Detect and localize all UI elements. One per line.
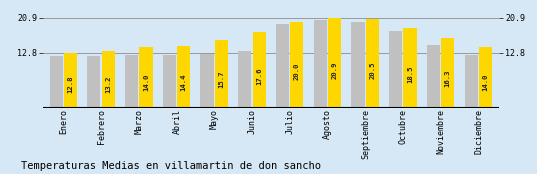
Bar	[64, 53, 77, 108]
Bar	[328, 18, 341, 108]
Bar	[125, 55, 138, 108]
Text: 13.2: 13.2	[105, 75, 111, 93]
Text: 14.4: 14.4	[180, 73, 187, 90]
Text: 16.3: 16.3	[445, 70, 451, 87]
Text: 12.8: 12.8	[68, 76, 74, 93]
Text: 17.6: 17.6	[256, 67, 262, 85]
Bar	[427, 45, 440, 108]
Bar	[403, 28, 417, 108]
Bar	[389, 31, 402, 108]
Bar	[465, 55, 478, 108]
Text: 18.5: 18.5	[407, 66, 413, 83]
Bar	[177, 46, 190, 108]
Bar	[314, 20, 327, 108]
Bar	[351, 22, 365, 108]
Bar	[200, 54, 214, 108]
Bar	[163, 55, 176, 108]
Text: 20.5: 20.5	[369, 62, 375, 80]
Text: 20.0: 20.0	[294, 63, 300, 80]
Text: Temperaturas Medias en villamartin de don sancho: Temperaturas Medias en villamartin de do…	[21, 161, 322, 171]
Bar	[88, 56, 100, 108]
Bar	[366, 19, 379, 108]
Bar	[479, 48, 492, 108]
Bar	[290, 22, 303, 108]
Text: 20.9: 20.9	[331, 61, 338, 79]
Bar	[215, 40, 228, 108]
Bar	[101, 51, 115, 108]
Bar	[276, 24, 289, 108]
Bar	[139, 48, 153, 108]
Text: 14.0: 14.0	[482, 74, 489, 91]
Bar	[252, 32, 266, 108]
Bar	[49, 56, 63, 108]
Bar	[238, 51, 251, 108]
Bar	[441, 38, 454, 108]
Text: 15.7: 15.7	[219, 71, 224, 88]
Text: 14.0: 14.0	[143, 74, 149, 91]
